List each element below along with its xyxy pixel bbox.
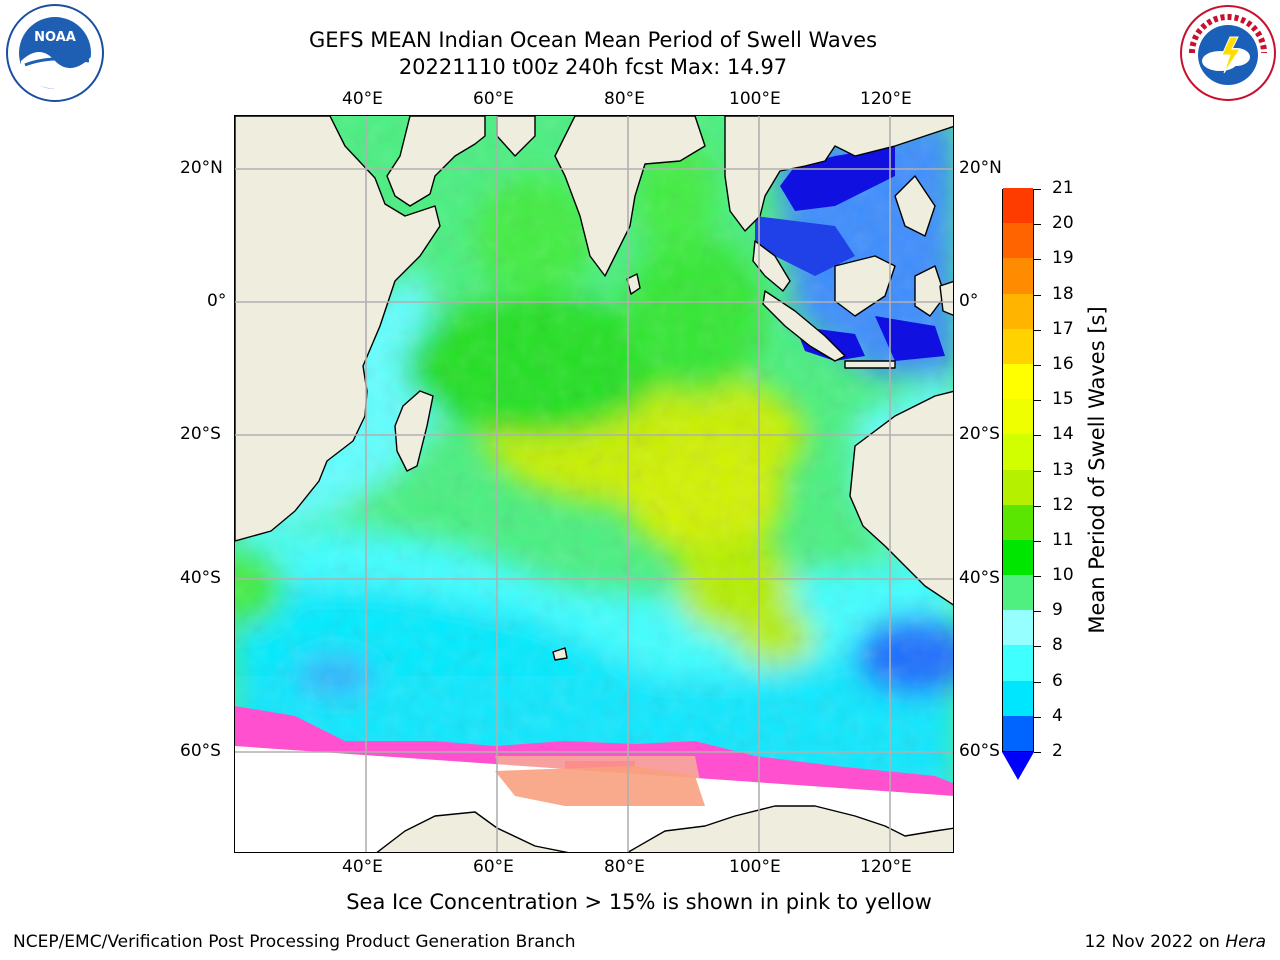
colorbar-level-label: 4 [1052,705,1063,726]
map-panel [234,115,954,853]
lon-tick-bottom: 40°E [342,857,383,877]
scs-deep-blue [780,146,895,211]
lon-tick-top: 40°E [342,89,383,109]
colorbar-segment [1003,609,1033,646]
colorbar-level-label: 15 [1052,389,1074,410]
noaa-logo: NOAA [6,4,104,102]
colorbar-segment [1003,539,1033,576]
lon-tick-top: 100°E [729,89,781,109]
lat-tick-left: 0° [207,291,227,311]
lon-tick-bottom: 100°E [729,857,781,877]
colorbar-tick [1034,681,1041,683]
colorbar-level-label: 18 [1052,283,1074,304]
colorbar-tick [1034,189,1041,190]
colorbar-tick [1034,329,1041,331]
colorbar-segment [1003,398,1033,435]
colorbar-tick [1034,364,1041,366]
banda-sea-deep [875,316,945,361]
colorbar-segment [1003,644,1033,681]
svg-text:NOAA: NOAA [34,30,76,45]
colorbar-tick [1034,505,1041,507]
colorbar-tick [1034,435,1041,437]
colorbar-level-label: 12 [1052,494,1074,515]
colorbar-tick [1034,716,1041,718]
gulf-deep-blue [755,216,855,276]
colorbar-level-label: 6 [1052,670,1063,691]
lon-tick-top: 80°E [604,89,645,109]
colorbar-extend-arrow [1002,752,1034,780]
lon-tick-top: 120°E [860,89,912,109]
colorbar-segment [1003,680,1033,716]
colorbar-level-label: 11 [1052,529,1074,550]
colorbar-tick [1034,294,1041,296]
colorbar-segment [1003,187,1033,224]
lat-tick-right: 20°N [959,158,1002,178]
sea-ice-caption: Sea Ice Concentration > 15% is shown in … [346,890,932,914]
lon-tick-bottom: 120°E [860,857,912,877]
colorbar-tick [1034,400,1041,402]
lon-tick-bottom: 80°E [604,857,645,877]
footer-credit: NCEP/EMC/Verification Post Processing Pr… [13,932,576,952]
colorbar-tick [1034,611,1041,613]
colorbar [1002,187,1034,752]
footer-date: 12 Nov 2022 on Hera [1084,932,1266,952]
colorbar-segment [1003,715,1033,751]
lat-tick-left: 20°S [180,424,221,444]
colorbar-tick [1034,224,1041,226]
colorbar-tick [1034,540,1041,542]
lat-tick-left: 60°S [180,741,221,761]
colorbar-level-label: 9 [1052,600,1063,621]
colorbar-title: Mean Period of Swell Waves [s] [1085,306,1109,634]
colorbar-level-label: 8 [1052,635,1063,656]
nws-logo [1180,5,1276,101]
chart-title: GEFS MEAN Indian Ocean Mean Period of Sw… [308,28,878,52]
colorbar-level-label: 19 [1052,248,1074,269]
lat-tick-right: 20°S [959,424,1000,444]
footer-machine: Hera [1225,932,1266,952]
colorbar-level-label: 13 [1052,459,1074,480]
colorbar-level-label: 21 [1052,178,1074,198]
colorbar-segment [1003,293,1033,329]
graticule [235,116,953,852]
colorbar-level-label: 20 [1052,213,1074,234]
colorbar-segment [1003,222,1033,259]
lon-tick-bottom: 60°E [473,857,514,877]
lat-tick-left: 40°S [180,568,221,588]
colorbar-tick [1034,576,1041,578]
colorbar-tick [1034,752,1041,753]
colorbar-level-label: 10 [1052,565,1074,586]
swell-period-map [235,116,953,852]
colorbar-segment [1003,363,1033,400]
colorbar-level-label: 14 [1052,424,1074,445]
colorbar-level-label: 16 [1052,353,1074,374]
footer-date-text: 12 Nov 2022 on [1084,932,1226,952]
colorbar-tick [1034,470,1041,472]
colorbar-level-label: 17 [1052,318,1074,339]
colorbar-segment [1003,328,1033,364]
colorbar-segment [1003,574,1033,611]
colorbar-segment [1003,433,1033,470]
lat-tick-right: 0° [959,291,979,311]
lat-tick-right: 40°S [959,568,1000,588]
colorbar-segment [1003,504,1033,540]
lat-tick-left: 20°N [180,158,223,178]
colorbar-segment [1003,257,1033,294]
colorbar-tick [1034,646,1041,648]
colorbar-level-label: 2 [1052,741,1063,761]
lat-tick-right: 60°S [959,741,1000,761]
colorbar-tick [1034,259,1041,261]
colorbar-segment [1003,469,1033,505]
lon-tick-top: 60°E [473,89,514,109]
chart-subtitle: 20221110 t00z 240h fcst Max: 14.97 [398,55,788,79]
